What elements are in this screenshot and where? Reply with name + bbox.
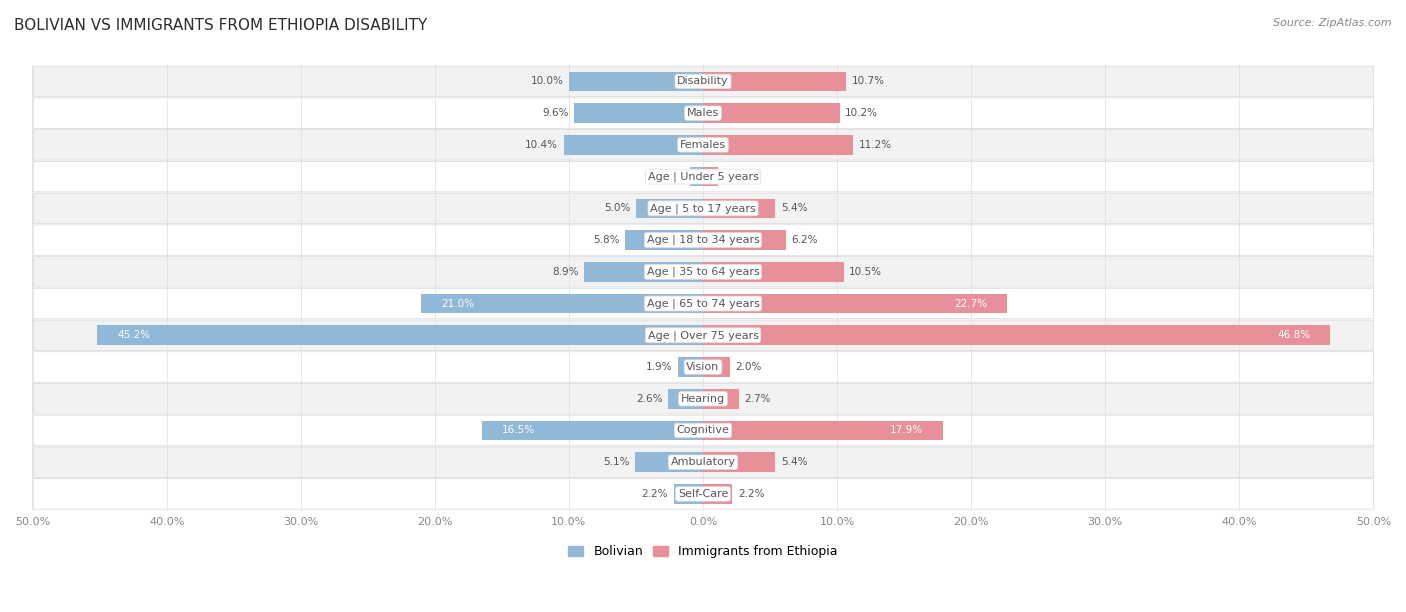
Text: Age | 18 to 34 years: Age | 18 to 34 years [647, 235, 759, 245]
Bar [703, 484, 733, 504]
Text: Males: Males [688, 108, 718, 118]
FancyBboxPatch shape [32, 130, 1374, 160]
FancyBboxPatch shape [32, 193, 1374, 223]
FancyBboxPatch shape [32, 352, 1374, 382]
Bar [703, 326, 1330, 345]
Text: 17.9%: 17.9% [890, 425, 922, 436]
Text: 5.8%: 5.8% [593, 235, 620, 245]
Text: 10.0%: 10.0% [530, 76, 564, 86]
Text: 5.0%: 5.0% [605, 203, 631, 214]
Bar [703, 72, 846, 91]
Text: Disability: Disability [678, 76, 728, 86]
Text: Age | 5 to 17 years: Age | 5 to 17 years [650, 203, 756, 214]
Text: 2.0%: 2.0% [735, 362, 762, 372]
FancyBboxPatch shape [32, 479, 1374, 509]
Bar [703, 198, 775, 218]
Text: 5.1%: 5.1% [603, 457, 630, 467]
Text: Age | 35 to 64 years: Age | 35 to 64 years [647, 267, 759, 277]
Bar [703, 389, 740, 409]
Bar [703, 420, 943, 440]
Bar [564, 135, 703, 155]
Text: 2.2%: 2.2% [738, 489, 765, 499]
Text: Cognitive: Cognitive [676, 425, 730, 436]
Text: 8.9%: 8.9% [551, 267, 578, 277]
Bar [703, 452, 775, 472]
Text: 1.0%: 1.0% [658, 171, 685, 182]
FancyBboxPatch shape [32, 98, 1374, 129]
Bar [634, 452, 703, 472]
FancyBboxPatch shape [32, 256, 1374, 287]
Text: 16.5%: 16.5% [502, 425, 536, 436]
Bar [583, 262, 703, 282]
Text: Source: ZipAtlas.com: Source: ZipAtlas.com [1274, 18, 1392, 28]
Text: BOLIVIAN VS IMMIGRANTS FROM ETHIOPIA DISABILITY: BOLIVIAN VS IMMIGRANTS FROM ETHIOPIA DIS… [14, 18, 427, 34]
Text: 11.2%: 11.2% [859, 140, 891, 150]
Text: Age | Over 75 years: Age | Over 75 years [648, 330, 758, 340]
Bar [626, 230, 703, 250]
Text: 46.8%: 46.8% [1277, 330, 1310, 340]
Text: 10.5%: 10.5% [849, 267, 882, 277]
Bar [668, 389, 703, 409]
Text: 9.6%: 9.6% [543, 108, 569, 118]
Text: 45.2%: 45.2% [117, 330, 150, 340]
Bar [569, 72, 703, 91]
FancyBboxPatch shape [32, 447, 1374, 477]
Bar [703, 294, 1007, 313]
Bar [678, 357, 703, 377]
Text: 21.0%: 21.0% [441, 299, 475, 308]
Text: Age | 65 to 74 years: Age | 65 to 74 years [647, 298, 759, 309]
Bar [673, 484, 703, 504]
FancyBboxPatch shape [32, 288, 1374, 319]
Text: 2.2%: 2.2% [641, 489, 668, 499]
Text: 1.9%: 1.9% [645, 362, 672, 372]
FancyBboxPatch shape [32, 415, 1374, 446]
Bar [636, 198, 703, 218]
Text: 10.7%: 10.7% [852, 76, 884, 86]
Text: Hearing: Hearing [681, 394, 725, 404]
Bar [422, 294, 703, 313]
Text: 1.1%: 1.1% [723, 171, 749, 182]
Text: Age | Under 5 years: Age | Under 5 years [648, 171, 758, 182]
FancyBboxPatch shape [32, 320, 1374, 351]
Bar [703, 262, 844, 282]
Text: 5.4%: 5.4% [780, 457, 807, 467]
FancyBboxPatch shape [32, 225, 1374, 255]
Text: 5.4%: 5.4% [780, 203, 807, 214]
FancyBboxPatch shape [32, 66, 1374, 97]
Bar [689, 167, 703, 187]
Legend: Bolivian, Immigrants from Ethiopia: Bolivian, Immigrants from Ethiopia [564, 540, 842, 563]
Text: 22.7%: 22.7% [955, 299, 987, 308]
FancyBboxPatch shape [32, 384, 1374, 414]
Text: 10.4%: 10.4% [526, 140, 558, 150]
Bar [703, 103, 839, 123]
Text: 2.7%: 2.7% [745, 394, 770, 404]
Text: Vision: Vision [686, 362, 720, 372]
Text: Females: Females [681, 140, 725, 150]
Text: 2.6%: 2.6% [637, 394, 662, 404]
Bar [703, 167, 717, 187]
Bar [703, 230, 786, 250]
FancyBboxPatch shape [32, 162, 1374, 192]
Text: Ambulatory: Ambulatory [671, 457, 735, 467]
Bar [703, 135, 853, 155]
Bar [97, 326, 703, 345]
Bar [574, 103, 703, 123]
Bar [482, 420, 703, 440]
Text: 6.2%: 6.2% [792, 235, 818, 245]
Text: 10.2%: 10.2% [845, 108, 879, 118]
Bar [703, 357, 730, 377]
Text: Self-Care: Self-Care [678, 489, 728, 499]
